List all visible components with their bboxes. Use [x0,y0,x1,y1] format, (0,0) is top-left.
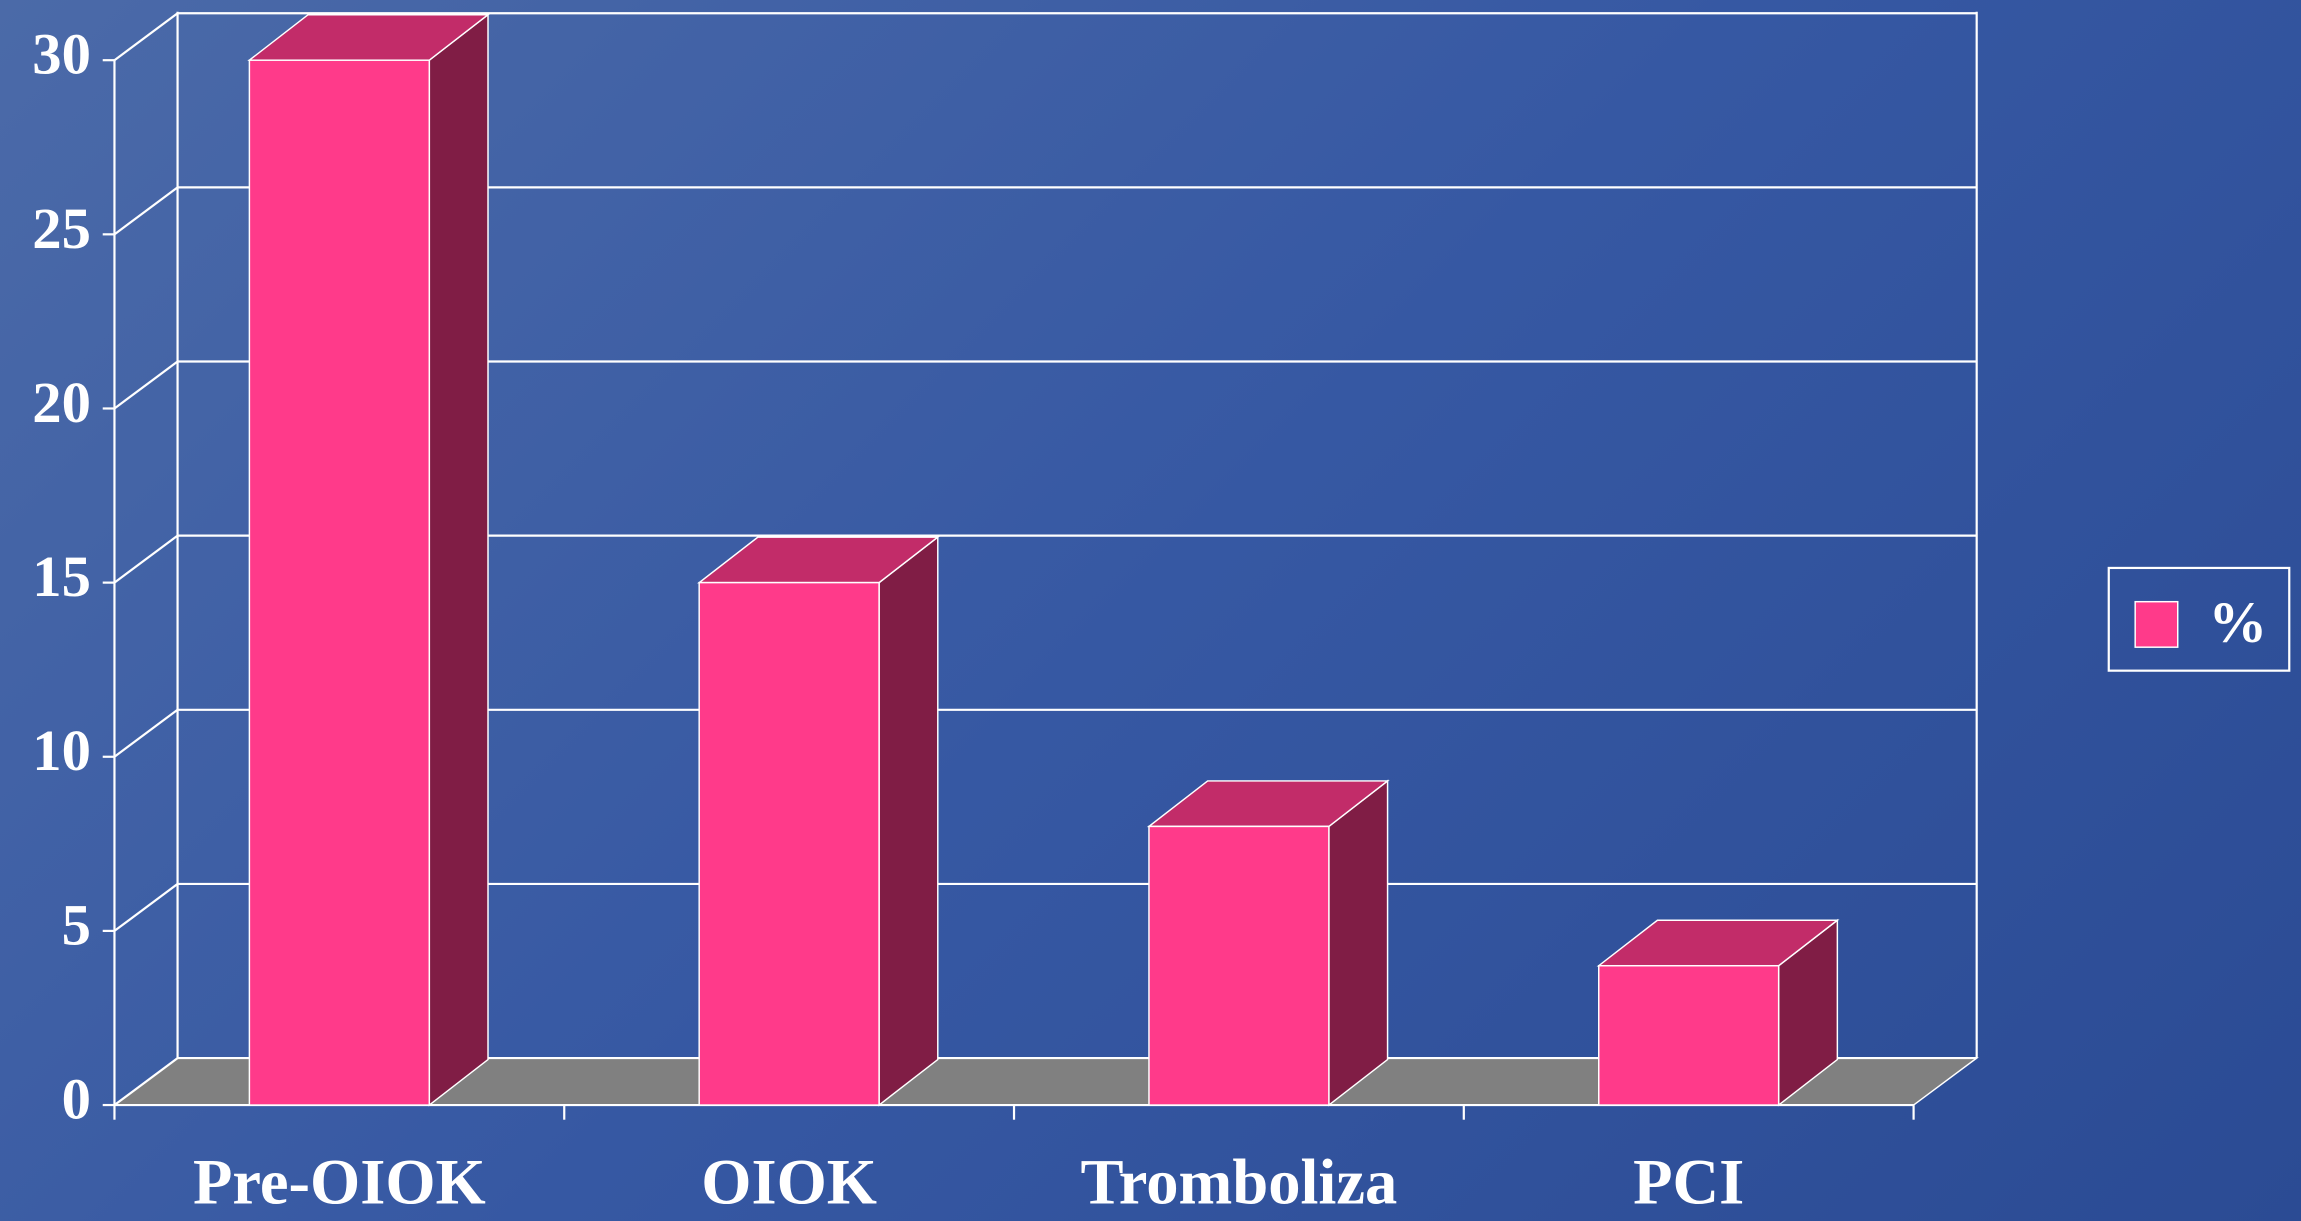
x-tick-label: OIOK [701,1145,877,1217]
legend-box [2107,566,2291,672]
grid-line-side [113,883,179,932]
bar [698,581,880,1106]
grid-line-side [113,186,179,236]
grid-line-side [113,12,179,62]
y-tick-label: 0 [62,1067,91,1132]
grid-line-side [113,708,179,758]
y-tick-label: 30 [32,22,91,87]
y-tick-label: 25 [32,196,91,261]
bar-side [878,535,939,1107]
y-tick-label: 15 [32,544,91,609]
y-tick-label: 5 [62,892,91,957]
legend-label: % [2209,590,2268,655]
y-tick-label: 10 [32,718,91,783]
legend: % [2107,566,2291,672]
bar-side [1328,779,1389,1107]
bar-side [428,13,489,1107]
x-tick-label: Tromboliza [1081,1145,1398,1217]
x-tick-label: PCI [1633,1145,1744,1217]
grid-line-side [113,534,179,584]
grid-line-side [113,1057,179,1106]
x-tick-label: Pre-OIOK [193,1145,486,1217]
bar [1598,964,1780,1106]
legend-swatch [2134,600,2179,648]
y-tick-label: 20 [32,370,91,435]
grid-line-side [113,360,179,410]
bar [248,59,431,1106]
bar [1148,825,1330,1106]
